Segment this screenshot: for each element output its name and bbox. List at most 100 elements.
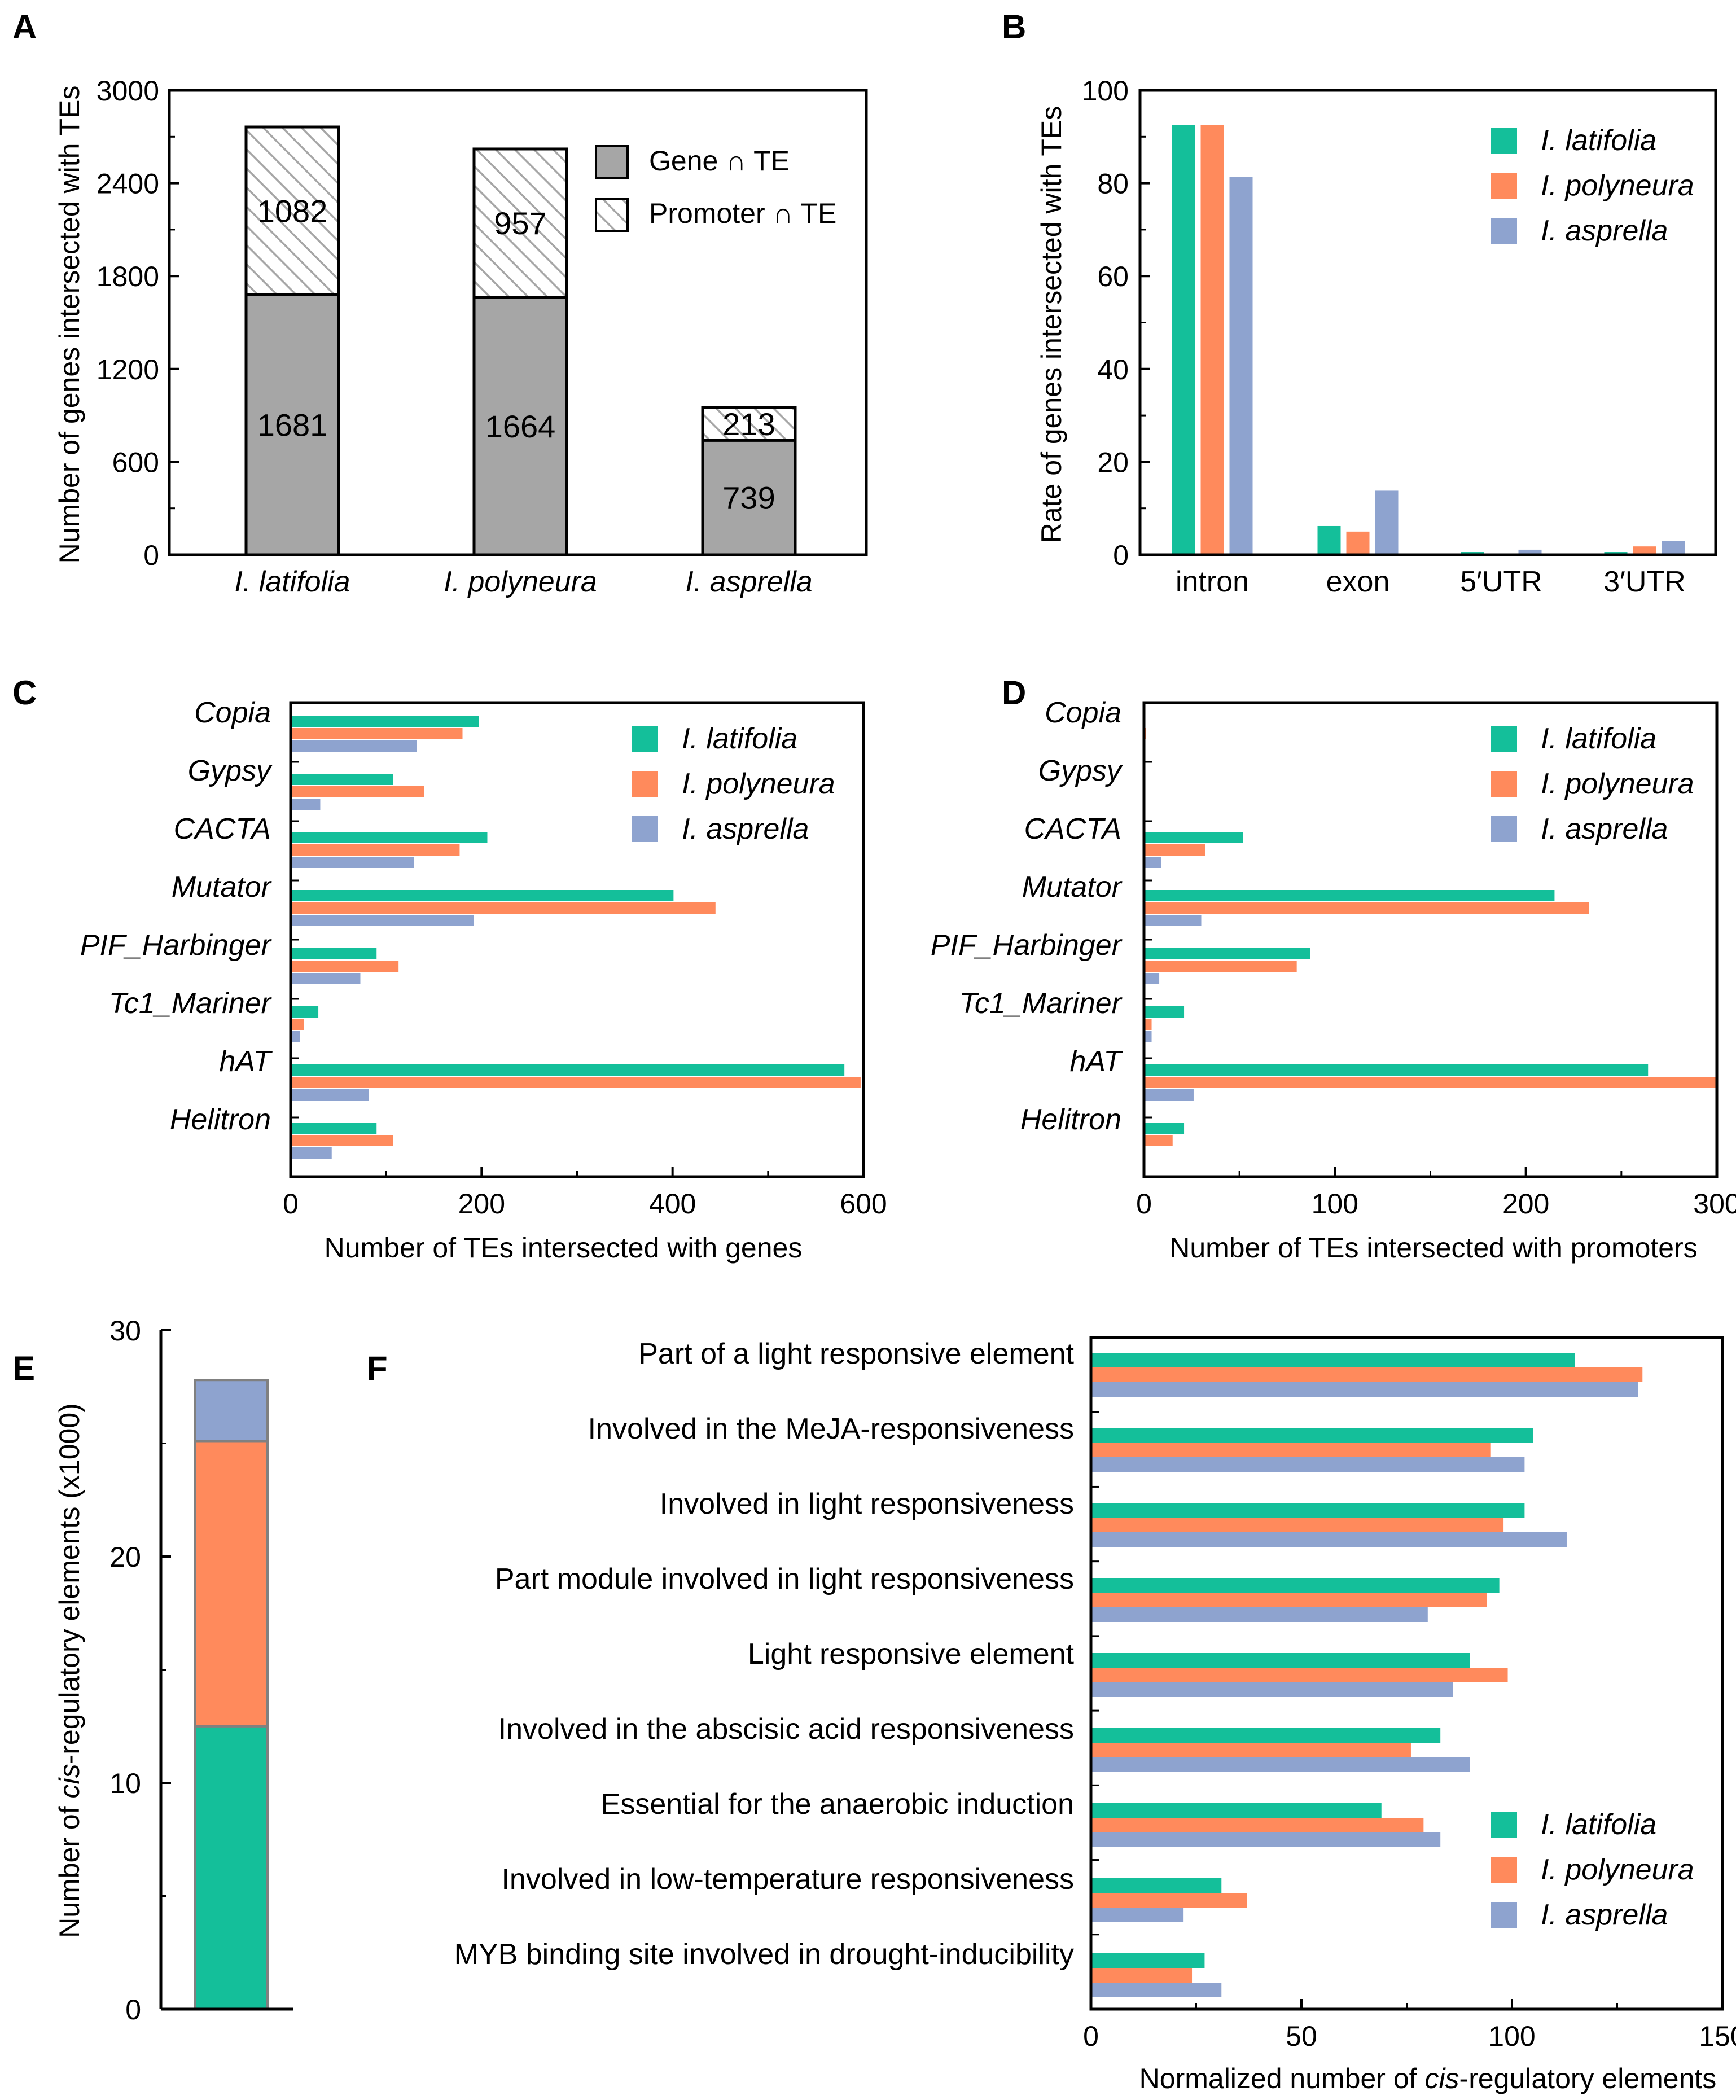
bar-i-polyneura-hat — [291, 1077, 861, 1088]
bar-i-asprella-part-module-involved-in-light-responsiveness — [1091, 1607, 1428, 1622]
y-tick-label-e-20: 20 — [109, 1541, 141, 1573]
bar-i-latifolia-involved-in-light-responsiveness — [1091, 1503, 1524, 1518]
y-tick-label-tc1-mariner: Tc1_Mariner — [959, 987, 1123, 1020]
legend-b-label-i-latifolia: I. latifolia — [1541, 124, 1656, 157]
bar-i-latifolia-pif-harbinger — [291, 948, 376, 959]
bar-i-polyneura-copia — [291, 728, 463, 739]
y-axis-title-a: Number of genes intersected with TEs — [54, 86, 85, 564]
y-tick-label-pif-harbinger: PIF_Harbinger — [80, 929, 273, 962]
bar-segment-i-polyneura — [195, 1441, 268, 1726]
bar-i-asprella-involved-in-the-abscisic-acid-responsiveness — [1091, 1757, 1470, 1772]
y-tick-label-involved-in-the-abscisic-acid-responsiveness: Involved in the abscisic acid responsive… — [498, 1713, 1074, 1746]
x-tick-label-c-0: 0 — [283, 1188, 299, 1220]
bar-i-latifolia-part-module-involved-in-light-responsiveness — [1091, 1578, 1500, 1593]
bar-i-asprella-helitron — [291, 1147, 332, 1159]
legend-c-label-i-latifolia: I. latifolia — [682, 722, 797, 755]
bar-i-asprella-exon — [1375, 490, 1399, 555]
plot-frame-b — [1140, 90, 1716, 555]
y-tick-label-hat: hAT — [1069, 1045, 1123, 1078]
y-tick-label-light-responsive-element: Light responsive element — [748, 1638, 1075, 1671]
legend-b-swatch-i-asprella — [1491, 218, 1517, 244]
panel-d-te-promoters-chart: Copia Gypsy CACTA Mutator PIF_Harbinger Tc1_M… — [931, 696, 1736, 1264]
panel-f-cre-category-chart: Part of a light responsive element Involv… — [454, 1338, 1736, 2094]
bar-i-latifolia-mutator — [1144, 890, 1554, 901]
legend-swatch-promoter-te — [596, 199, 628, 231]
bar-i-latifolia-part-of-a-light-responsive-element — [1091, 1353, 1575, 1367]
bar-i-polyneura-involved-in-the-abscisic-acid-responsiveness — [1091, 1743, 1411, 1757]
bar-i-polyneura-essential-for-the-anaerobic-induction — [1091, 1818, 1423, 1832]
bar-i-asprella-mutator — [1144, 915, 1202, 926]
value-label-promoter-te-i-latifolia: 1082 — [257, 193, 328, 229]
y-tick-label-part-module-involved-in-light-responsiveness: Part module involved in light responsive… — [495, 1563, 1074, 1595]
bar-i-asprella-tc1-mariner — [291, 1031, 300, 1042]
bar-i-asprella-3-utr — [1662, 541, 1685, 555]
x-tick-label-f-50: 50 — [1286, 2020, 1317, 2052]
y-tick-label-a-2400: 2400 — [97, 168, 159, 200]
bar-i-polyneura-cacta — [1144, 844, 1205, 856]
panel-letter-d: D — [1002, 674, 1026, 712]
y-axis-title-e: Number of cis-regulatory elements (x1000… — [54, 1403, 85, 1938]
legend-f-label-i-asprella: I. asprella — [1541, 1899, 1668, 1931]
x-axis-title-f-rest: -regulatory elements — [1459, 2063, 1717, 2094]
y-tick-label-e-10: 10 — [109, 1768, 141, 1799]
y-tick-label-copia: Copia — [1045, 696, 1121, 729]
bar-i-polyneura-tc1-mariner — [291, 1019, 304, 1030]
bar-i-asprella-cacta — [291, 857, 414, 868]
y-tick-label-a-3000: 3000 — [97, 75, 159, 107]
panel-c-te-genes-chart: Copia Gypsy CACTA Mutator PIF_Harbinger Tc1_M… — [80, 696, 887, 1264]
bar-i-polyneura-part-module-involved-in-light-responsiveness — [1091, 1593, 1487, 1607]
y-tick-label-myb-binding-site-involved-in-drought-inducibility: MYB binding site involved in drought-ind… — [454, 1938, 1074, 1971]
bar-i-latifolia-myb-binding-site-involved-in-drought-inducibility — [1091, 1953, 1204, 1968]
y-tick-label-involved-in-the-meja-responsiveness: Involved in the MeJA-responsiveness — [588, 1413, 1074, 1445]
x-tick-label-c-400: 400 — [649, 1188, 696, 1220]
x-tick-label-f-100: 100 — [1488, 2020, 1535, 2052]
bar-i-latifolia-pif-harbinger — [1144, 948, 1310, 959]
value-label-promoter-te-i-polyneura: 957 — [494, 205, 546, 241]
bar-i-polyneura-exon — [1347, 532, 1370, 555]
bar-i-latifolia-gypsy — [291, 774, 393, 785]
bar-i-polyneura-intron — [1201, 125, 1224, 555]
y-tick-label-hat: hAT — [219, 1045, 273, 1078]
x-tick-label-i-polyneura: I. polyneura — [444, 565, 597, 598]
bar-i-latifolia-essential-for-the-anaerobic-induction — [1091, 1803, 1382, 1818]
bar-i-polyneura-mutator — [291, 902, 716, 914]
bar-i-asprella-gypsy — [291, 799, 320, 810]
bar-i-polyneura-part-of-a-light-responsive-element — [1091, 1367, 1642, 1382]
bar-i-latifolia-intron — [1172, 125, 1195, 555]
panel-letter-a: A — [12, 8, 37, 46]
value-label-gene-te-i-polyneura: 1664 — [485, 409, 556, 444]
bar-i-polyneura-mutator — [1144, 902, 1589, 914]
x-tick-label-i-asprella: I. asprella — [685, 565, 812, 598]
x-tick-label-3-utr: 3′UTR — [1603, 565, 1686, 598]
legend-label-gene-te: Gene ∩ TE — [649, 145, 790, 177]
y-tick-label-tc1-mariner: Tc1_Mariner — [109, 987, 273, 1020]
panel-letter-e: E — [12, 1349, 35, 1387]
x-tick-label-d-0: 0 — [1136, 1188, 1152, 1220]
x-axis-title-c: Number of TEs intersected with genes — [325, 1232, 803, 1264]
y-tick-label-copia: Copia — [194, 696, 271, 729]
bar-i-latifolia-light-responsive-element — [1091, 1653, 1470, 1668]
y-tick-label-gypsy: Gypsy — [188, 755, 273, 787]
value-label-promoter-te-i-asprella: 213 — [722, 406, 775, 442]
bar-i-latifolia-mutator — [291, 890, 673, 901]
legend-c-swatch-i-polyneura — [632, 771, 658, 797]
panel-letter-f: F — [367, 1349, 388, 1387]
legend-f-label-i-polyneura: I. polyneura — [1541, 1853, 1694, 1886]
bar-i-asprella-involved-in-low-temperature-responsiveness — [1091, 1908, 1183, 1922]
x-tick-label-c-200: 200 — [458, 1188, 505, 1220]
x-tick-label-i-latifolia: I. latifolia — [234, 565, 350, 598]
bar-i-asprella-mutator — [291, 915, 474, 926]
y-tick-label-b-60: 60 — [1097, 261, 1129, 292]
bar-i-latifolia-cacta — [1144, 832, 1243, 843]
y-tick-label-gypsy: Gypsy — [1038, 755, 1123, 787]
bar-i-asprella-hat — [291, 1089, 369, 1101]
y-tick-label-cacta: CACTA — [1024, 813, 1121, 845]
bar-i-asprella-essential-for-the-anaerobic-induction — [1091, 1832, 1440, 1847]
y-tick-label-cacta: CACTA — [174, 813, 271, 845]
panel-b-gene-region-rate-chart: intron exon 5′UTR 3′UTR020406080100Rate of … — [1036, 75, 1716, 598]
bar-i-asprella-part-of-a-light-responsive-element — [1091, 1382, 1638, 1397]
y-tick-label-a-1200: 1200 — [97, 354, 159, 385]
legend-d-swatch-i-asprella — [1491, 816, 1517, 842]
bar-i-asprella-pif-harbinger — [1144, 973, 1159, 984]
bar-i-latifolia-involved-in-the-abscisic-acid-responsiveness — [1091, 1728, 1440, 1743]
